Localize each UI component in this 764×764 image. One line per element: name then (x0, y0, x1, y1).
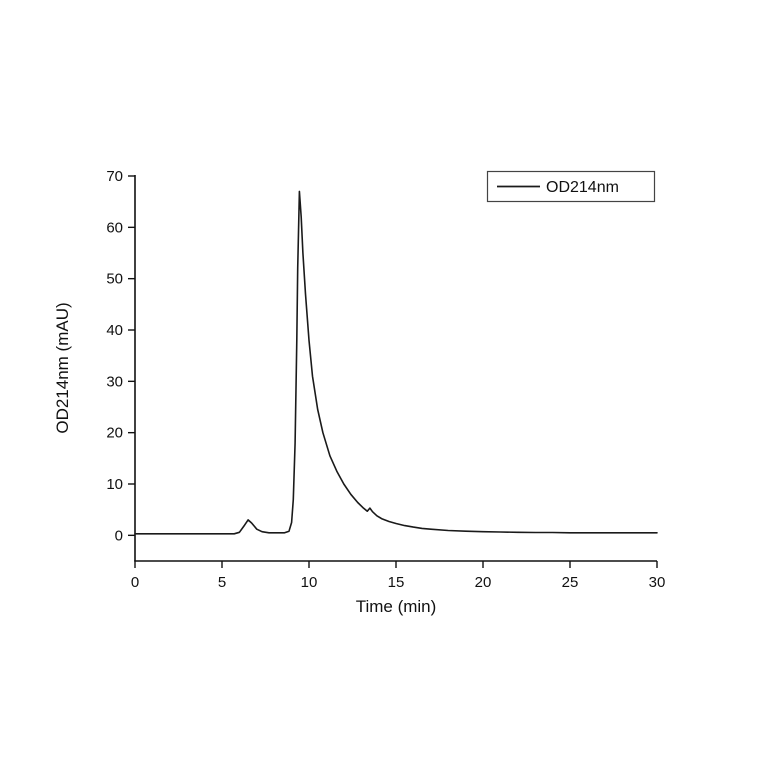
series-line-od214nm (134, 190, 658, 535)
y-tick-label-7: 70 (106, 168, 123, 185)
x-tick-label-4: 20 (475, 574, 492, 591)
y-axis-title: OD214nm (mAU) (53, 302, 72, 433)
y-tick-label-4: 40 (106, 322, 123, 339)
x-axis-title: Time (min) (356, 597, 437, 616)
x-tick-label-2: 10 (301, 574, 318, 591)
x-tick-label-1: 5 (218, 574, 226, 591)
x-axis-ticks: 0 5 10 15 20 25 30 (131, 561, 666, 591)
y-tick-label-5: 50 (106, 271, 123, 288)
y-tick-label-6: 60 (106, 219, 123, 236)
y-tick-label-0: 0 (115, 527, 123, 544)
y-tick-label-3: 30 (106, 373, 123, 390)
legend-label: OD214nm (546, 179, 619, 196)
y-axis-ticks: 0 10 20 30 40 50 60 70 (106, 168, 135, 544)
x-tick-label-6: 30 (649, 574, 666, 591)
x-tick-label-5: 25 (562, 574, 579, 591)
legend: OD214nm (486, 170, 656, 203)
y-tick-label-1: 10 (106, 476, 123, 493)
x-tick-label-0: 0 (131, 574, 139, 591)
x-tick-label-3: 15 (388, 574, 405, 591)
y-tick-label-2: 20 (106, 425, 123, 442)
